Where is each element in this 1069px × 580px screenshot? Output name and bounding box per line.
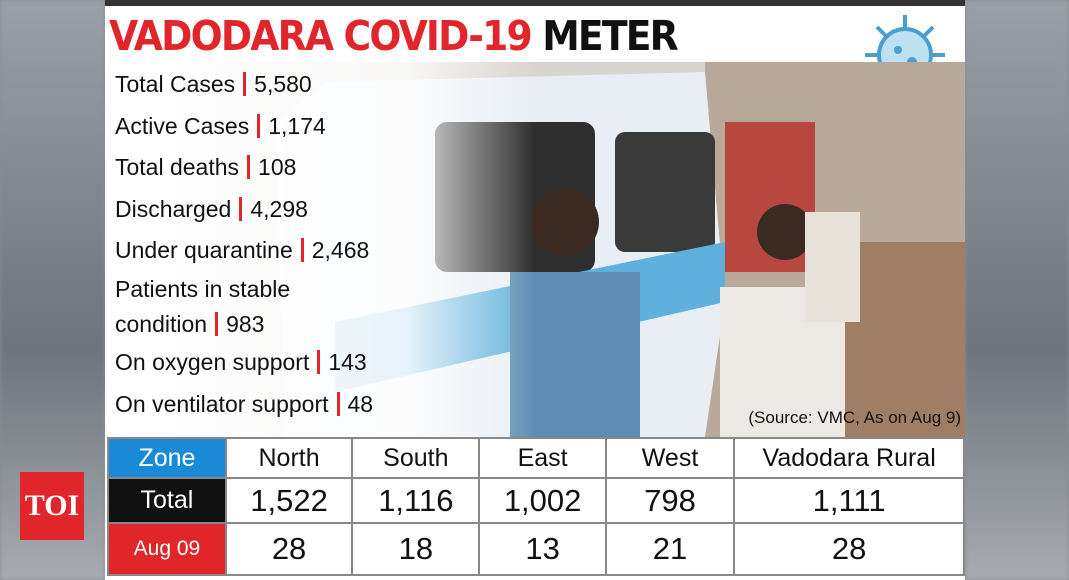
cell: 798 xyxy=(604,477,736,524)
stat-item: Total deaths 108 xyxy=(115,153,373,181)
stat-value: 5,580 xyxy=(254,71,312,97)
blurred-background xyxy=(965,0,1069,580)
separator xyxy=(247,155,251,180)
cell: 28 xyxy=(224,522,354,576)
top-border xyxy=(105,0,965,6)
stat-label: Total Cases xyxy=(115,71,236,97)
stat-value: 2,468 xyxy=(311,237,370,264)
stat-item: Patients in stable condition 983 xyxy=(115,272,335,342)
stat-value: 1,174 xyxy=(268,112,326,139)
stat-value: 143 xyxy=(328,348,367,375)
stat-item: Active Cases 1,174 xyxy=(115,112,373,140)
stat-item: On oxygen support 143 xyxy=(115,348,373,376)
separator xyxy=(215,311,219,336)
zone-table: Zone North South East West Vadodara Rural Tota… xyxy=(107,437,965,576)
stat-value: 4,298 xyxy=(250,195,308,222)
separator xyxy=(243,72,247,96)
separator xyxy=(336,391,340,416)
table-row: Aug 09 28 18 13 21 28 xyxy=(107,522,965,576)
header-row: Zone North South East West Vadodara Rural xyxy=(107,437,965,479)
title: VADODARA COVID-19 METER xyxy=(109,12,679,60)
cell: 1,002 xyxy=(478,477,607,524)
stat-label: Active Cases xyxy=(115,112,250,139)
header-cell: West xyxy=(604,437,736,479)
stat-label: Patients in stable condition xyxy=(115,275,291,337)
separator xyxy=(317,349,321,374)
title-bar: VADODARA COVID-19 METER xyxy=(105,6,965,95)
stat-value: 983 xyxy=(226,310,265,337)
separator xyxy=(300,238,304,263)
stat-label: On ventilator support xyxy=(115,390,329,417)
source-note: (Source: VMC, As on Aug 9) xyxy=(748,408,961,427)
stat-item: Under quarantine 2,468 xyxy=(115,236,373,264)
infographic: VADODARA COVID-19 METER xyxy=(105,0,965,580)
logo: TOI xyxy=(20,472,84,540)
header-cell: North xyxy=(224,437,354,479)
stat-item: Total Cases 5,580 xyxy=(115,70,373,98)
cell: 18 xyxy=(351,522,481,576)
stats-list: Total Cases 5,580 Active Cases 1,174 Total d… xyxy=(115,70,373,431)
cell: 1,111 xyxy=(733,477,965,524)
title-black: METER xyxy=(542,12,678,60)
header-cell: East xyxy=(478,437,607,479)
row-label: Aug 09 xyxy=(107,522,227,576)
separator xyxy=(239,196,243,221)
cell: 21 xyxy=(604,522,736,576)
header-cell: Zone xyxy=(107,437,227,479)
stat-label: On oxygen support xyxy=(115,348,310,375)
stat-label: Under quarantine xyxy=(115,237,293,264)
stat-value: 108 xyxy=(258,154,297,181)
stat-label: Total deaths xyxy=(115,154,240,181)
cell: 1,522 xyxy=(224,477,354,524)
title-red: VADODARA COVID-19 xyxy=(109,12,533,60)
photo xyxy=(105,62,965,437)
stat-label: Discharged xyxy=(115,195,232,222)
separator xyxy=(257,113,261,138)
cell: 1,116 xyxy=(351,477,481,524)
table-row: Total 1,522 1,116 1,002 798 1,111 xyxy=(107,477,965,524)
stat-item: Discharged 4,298 xyxy=(115,195,373,223)
row-label: Total xyxy=(107,477,227,524)
stat-value: 48 xyxy=(347,390,374,417)
cell: 28 xyxy=(733,522,965,576)
cell: 13 xyxy=(478,522,607,576)
header-cell: South xyxy=(351,437,481,479)
stat-item: On ventilator support 48 xyxy=(115,390,373,418)
header-cell: Vadodara Rural xyxy=(733,437,965,479)
